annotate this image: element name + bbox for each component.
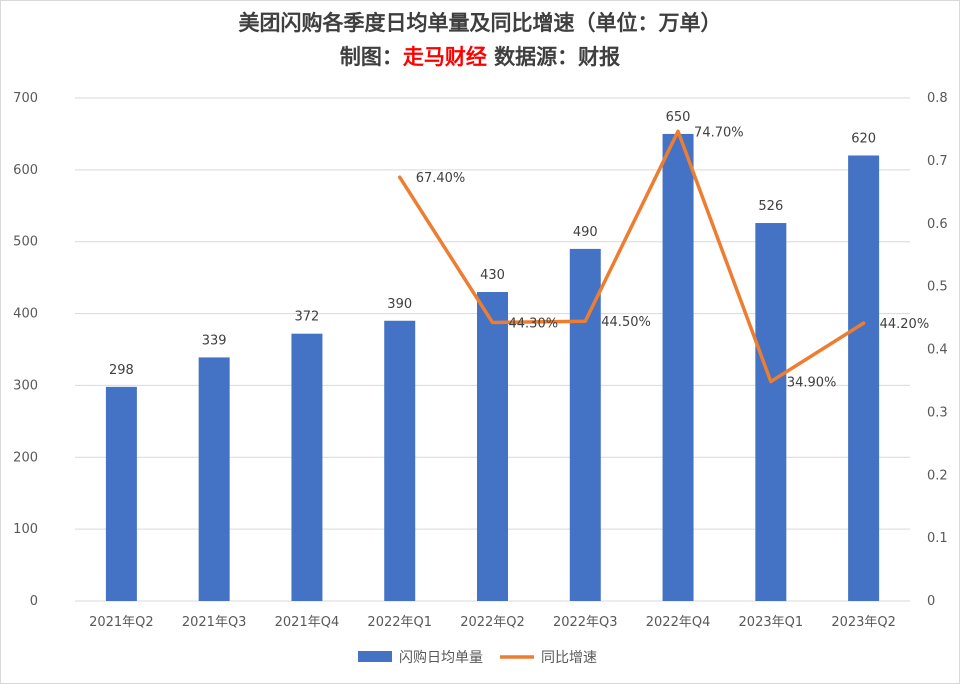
y-left-tick-label: 600 — [13, 163, 38, 178]
x-axis: 2021年Q2 2021年Q3 2021年Q4 2022年Q1 2022年Q2 2022年… — [89, 615, 896, 630]
y-right-tick-label: 0.8 — [927, 91, 948, 106]
y-left-tick-label: 300 — [13, 378, 38, 393]
bar-data-label: 298 — [109, 363, 134, 378]
y-left-tick-label: 700 — [13, 91, 38, 106]
line-data-label: 44.20% — [880, 317, 930, 332]
y-right-tick-label: 0.4 — [927, 343, 948, 358]
line-data-label: 44.50% — [601, 315, 651, 330]
bar — [198, 357, 230, 601]
bar-data-label: 390 — [387, 297, 412, 312]
bar — [569, 248, 601, 601]
y-right-tick-label: 0.7 — [927, 154, 948, 169]
bar-data-labels: 298 339 372 390 430 490 650 526 620 — [109, 110, 876, 378]
line-data-label: 34.90% — [787, 376, 837, 391]
y-left-tick-label: 200 — [13, 450, 38, 465]
line-point — [583, 319, 587, 323]
y-axis-left: 0 100 200 300 400 500 600 700 — [13, 91, 38, 609]
bar — [755, 223, 787, 601]
x-tick-label: 2021年Q3 — [182, 615, 247, 630]
bar-data-label: 372 — [295, 310, 320, 325]
line-data-label: 74.70% — [694, 125, 744, 140]
subtitle-brand: 走马财经 — [402, 45, 487, 69]
line-data-label: 44.30% — [509, 316, 559, 331]
y-left-tick-label: 100 — [13, 522, 38, 537]
x-tick-label: 2022年Q1 — [367, 615, 432, 630]
chart-title: 美团闪购各季度日均单量及同比增速（单位：万单） — [238, 11, 722, 35]
bar-data-label: 650 — [666, 110, 691, 125]
line-point — [398, 175, 402, 179]
x-tick-label: 2022年Q4 — [646, 615, 711, 630]
y-right-tick-label: 0.1 — [927, 531, 948, 546]
legend: 闪购日均单量 同比增速 — [358, 650, 597, 666]
y-left-tick-label: 0 — [30, 594, 38, 609]
legend-label-bar: 闪购日均单量 — [399, 650, 483, 666]
line-point — [491, 320, 494, 324]
line-series — [397, 129, 866, 384]
bar-data-label: 620 — [851, 131, 876, 146]
line-point — [769, 380, 773, 384]
line-data-labels: 67.40% 44.30% 44.50% 74.70% 34.90% 44.20% — [416, 125, 929, 390]
x-tick-label: 2021年Q4 — [275, 615, 340, 630]
y-left-tick-label: 500 — [13, 235, 38, 250]
line-point — [862, 321, 866, 325]
bar — [105, 386, 137, 601]
bar-series — [105, 133, 880, 601]
bar-data-label: 490 — [573, 225, 598, 240]
y-right-tick-label: 0 — [927, 594, 935, 609]
y-right-tick-label: 0.3 — [927, 405, 948, 420]
bar — [848, 155, 880, 601]
subtitle-suffix: 数据源：财报 — [486, 45, 621, 69]
bar — [384, 320, 416, 601]
subtitle-prefix: 制图： — [339, 45, 403, 69]
legend-label-line: 同比增速 — [541, 650, 597, 666]
x-tick-label: 2023年Q2 — [831, 615, 896, 630]
x-tick-label: 2022年Q3 — [553, 615, 618, 630]
y-right-tick-label: 0.2 — [927, 468, 948, 483]
bar-data-label: 430 — [480, 268, 505, 283]
x-tick-label: 2021年Q2 — [89, 615, 154, 630]
bar-data-label: 339 — [202, 333, 227, 348]
x-tick-label: 2022年Q2 — [460, 615, 525, 630]
y-left-tick-label: 400 — [13, 307, 38, 322]
line-point — [676, 129, 680, 133]
bar — [662, 133, 694, 601]
y-axis-right: 0 0.1 0.2 0.3 0.4 0.5 0.6 0.7 0.8 — [927, 91, 948, 609]
bar-data-label: 526 — [758, 199, 783, 214]
y-right-tick-label: 0.5 — [927, 280, 948, 295]
growth-line — [397, 129, 866, 384]
line-data-label: 67.40% — [416, 171, 466, 186]
x-tick-label: 2023年Q1 — [739, 615, 804, 630]
chart-subtitle: 制图：走马财经 数据源：财报 — [0, 42, 960, 72]
y-right-tick-label: 0.6 — [927, 217, 948, 232]
bar — [291, 333, 323, 601]
bar — [477, 292, 508, 601]
legend-swatch-bar — [358, 651, 392, 662]
